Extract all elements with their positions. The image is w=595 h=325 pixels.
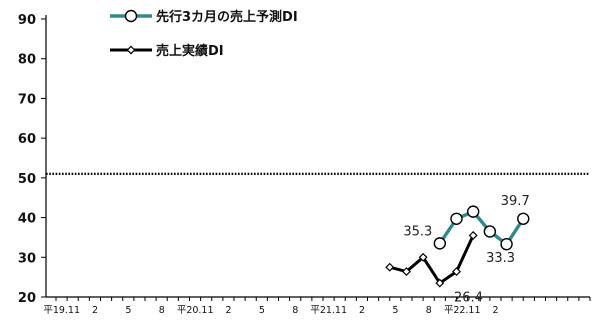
data-point-diamond xyxy=(452,267,461,277)
y-tick-label: 50 xyxy=(18,172,36,187)
x-tick-label: 平20.11 xyxy=(177,305,214,316)
x-tick-label: 平21.11 xyxy=(310,305,347,316)
y-tick-label: 30 xyxy=(18,251,36,266)
x-tick-label: 8 xyxy=(426,305,432,316)
x-tick-label: 5 xyxy=(125,305,131,316)
y-tick-label: 20 xyxy=(18,291,36,306)
data-point-circle xyxy=(450,212,463,225)
data-label: 33.3 xyxy=(486,251,515,266)
y-tick-label: 90 xyxy=(18,13,36,28)
legend: 先行3カ月の売上予測DI 売上実績DI xyxy=(110,9,298,59)
legend-marker-circle xyxy=(124,9,138,23)
legend-label-1: 売上実績DI xyxy=(156,43,224,59)
data-point-diamond xyxy=(468,230,478,240)
legend-marker-diamond xyxy=(126,45,136,55)
x-tick-label: 8 xyxy=(159,305,165,316)
legend-label-0: 先行3カ月の売上予測DI xyxy=(156,9,298,25)
data-point-circle xyxy=(483,225,497,238)
data-point-circle xyxy=(517,212,530,225)
data-label: 26.4 xyxy=(454,291,483,306)
data-point-circle xyxy=(433,237,447,250)
data-labels: 35.3 39.7 33.3 26.4 xyxy=(403,194,529,306)
data-point-diamond xyxy=(418,252,428,262)
data-point-diamond xyxy=(385,262,395,272)
x-tick-label: 2 xyxy=(92,305,98,316)
x-tick-label: 5 xyxy=(259,305,265,316)
x-tick-label: 2 xyxy=(493,305,499,316)
data-point-circle xyxy=(500,237,513,251)
data-point-diamond xyxy=(401,267,411,277)
x-tick-label: 5 xyxy=(392,305,398,316)
data-label: 39.7 xyxy=(501,194,530,209)
data-point-circle xyxy=(466,205,480,218)
x-tick-label: 2 xyxy=(359,305,365,316)
y-tick-label: 40 xyxy=(18,212,36,227)
y-tick-label: 60 xyxy=(18,132,36,147)
series-group xyxy=(385,205,530,288)
axes: 20 30 40 50 60 70 80 90 平19.11 2 5 8 平20.11 2 5 8 平21.11… xyxy=(18,13,591,316)
x-tick-label: 平22.11 xyxy=(444,305,481,316)
x-tick-label: 2 xyxy=(226,305,232,316)
series-line-1 xyxy=(389,234,475,285)
x-tick-label: 平19.11 xyxy=(43,305,80,316)
y-tick-label: 80 xyxy=(18,53,36,68)
x-tick-label: 8 xyxy=(292,305,298,316)
y-tick-label: 70 xyxy=(18,92,36,107)
data-point-diamond xyxy=(435,278,445,288)
data-label: 35.3 xyxy=(403,224,432,239)
